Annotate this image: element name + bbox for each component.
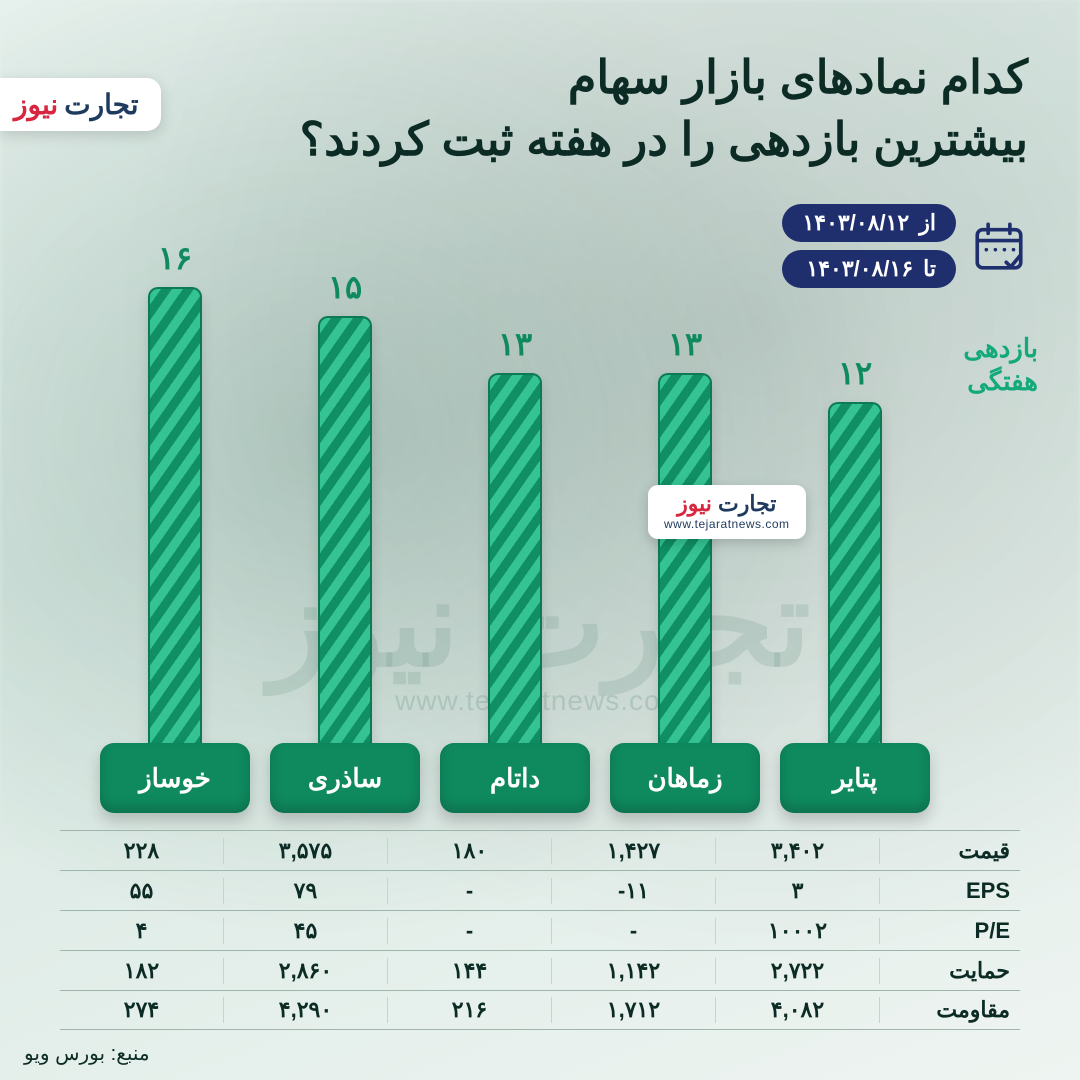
bar-value-label: ۱۳ — [498, 325, 532, 363]
table-cell: ۲,۸۶۰ — [224, 958, 388, 984]
table-cell: ۵۵ — [60, 878, 224, 904]
source-attribution: منبع: بورس ویو — [24, 1041, 150, 1066]
bar-name-label: خوساز — [100, 743, 250, 813]
table-cell: ۲,۷۲۲ — [716, 958, 880, 984]
chart-column: ۱۵ساذری — [260, 268, 430, 813]
table-cell: ۱۸۲ — [60, 958, 224, 984]
table-cell: ۳ — [716, 878, 880, 904]
row-header: مقاومت — [880, 997, 1020, 1023]
bar-name-label: زماهان — [610, 743, 760, 813]
table-cell: ۴,۰۸۲ — [716, 997, 880, 1023]
table-cell: ۴,۲۹۰ — [224, 997, 388, 1023]
table-cell: ۱۰۰۰۲ — [716, 918, 880, 944]
row-header: قیمت — [880, 838, 1020, 864]
bar — [828, 402, 882, 747]
table-cell: ۱۸۰ — [388, 838, 552, 864]
date-to-value: ۱۴۰۳/۰۸/۱۶ — [806, 256, 913, 282]
mini-brand-word-2: نیوز — [677, 491, 712, 516]
table-cell: ۳,۵۷۵ — [224, 838, 388, 864]
calendar-icon — [970, 217, 1028, 275]
mini-brand-badge: تجارت نیوز www.tejaratnews.com — [648, 485, 806, 539]
data-table: قیمت۳,۴۰۲۱,۴۲۷۱۸۰۳,۵۷۵۲۲۸EPS۳۱۱--۷۹۵۵P/E… — [60, 830, 1020, 1030]
date-from-value: ۱۴۰۳/۰۸/۱۲ — [802, 210, 909, 236]
chart-column: ۱۲ پتایر — [770, 354, 940, 813]
table-cell: ۱,۴۲۷ — [552, 838, 716, 864]
table-cell: ۱,۷۱۲ — [552, 997, 716, 1023]
table-cell: - — [388, 878, 552, 904]
bar — [658, 373, 712, 747]
bar-name-label: داتام — [440, 743, 590, 813]
table-row: EPS۳۱۱--۷۹۵۵ — [60, 870, 1020, 910]
table-cell: ۲۱۶ — [388, 997, 552, 1023]
bar-chart: ۱۲پتایر۱۳زماهان۱۳داتام۱۵ساذری۱۶خوساز — [90, 258, 940, 813]
row-header: حمایت — [880, 958, 1020, 984]
mini-brand-url: www.tejaratnews.com — [664, 517, 790, 531]
table-cell: ۱۱- — [552, 878, 716, 904]
bar — [488, 373, 542, 747]
table-row: مقاومت۴,۰۸۲۱,۷۱۲۲۱۶۴,۲۹۰۲۷۴ — [60, 990, 1020, 1030]
table-cell: ۲۲۸ — [60, 838, 224, 864]
bar-value-label: ۱۳ — [668, 325, 702, 363]
table-cell: ۱۴۴ — [388, 958, 552, 984]
table-row: قیمت۳,۴۰۲۱,۴۲۷۱۸۰۳,۵۷۵۲۲۸ — [60, 830, 1020, 870]
page-title: کدام نمادهای بازار سهام بیشترین بازدهی ر… — [52, 46, 1028, 170]
bar-name-label: پتایر — [780, 743, 930, 813]
table-cell: - — [388, 918, 552, 944]
bar — [148, 287, 202, 747]
table-cell: ۴ — [60, 918, 224, 944]
table-cell: ۳,۴۰۲ — [716, 838, 880, 864]
chart-column: ۱۳ زماهان — [600, 325, 770, 813]
bar-value-label: ۱۲ — [838, 354, 872, 392]
title-line-2: بیشترین بازدهی را در هفته ثبت کردند؟ — [52, 108, 1028, 170]
date-to-label: تا — [923, 256, 936, 282]
mini-brand-word-1: تجارت — [718, 491, 776, 516]
row-header: P/E — [880, 918, 1020, 944]
row-header: EPS — [880, 878, 1020, 904]
chart-column: ۱۶خوساز — [90, 239, 260, 813]
bar — [318, 316, 372, 747]
chart-column: ۱۳ داتام — [430, 325, 600, 813]
title-line-1: کدام نمادهای بازار سهام — [52, 46, 1028, 108]
date-to-pill: تا ۱۴۰۳/۰۸/۱۶ — [782, 250, 956, 288]
date-from-pill: از ۱۴۰۳/۰۸/۱۲ — [782, 204, 956, 242]
y-axis-label: بازدهیهفتگی — [963, 332, 1038, 397]
table-cell: ۷۹ — [224, 878, 388, 904]
table-cell: - — [552, 918, 716, 944]
date-from-label: از — [919, 210, 936, 236]
date-range: از ۱۴۰۳/۰۸/۱۲ تا ۱۴۰۳/۰۸/۱۶ — [52, 204, 1028, 288]
table-row: P/E۱۰۰۰۲--۴۵۴ — [60, 910, 1020, 950]
bar-name-label: ساذری — [270, 743, 420, 813]
table-row: حمایت۲,۷۲۲۱,۱۴۲۱۴۴۲,۸۶۰۱۸۲ — [60, 950, 1020, 990]
table-cell: ۲۷۴ — [60, 997, 224, 1023]
table-cell: ۱,۱۴۲ — [552, 958, 716, 984]
table-cell: ۴۵ — [224, 918, 388, 944]
